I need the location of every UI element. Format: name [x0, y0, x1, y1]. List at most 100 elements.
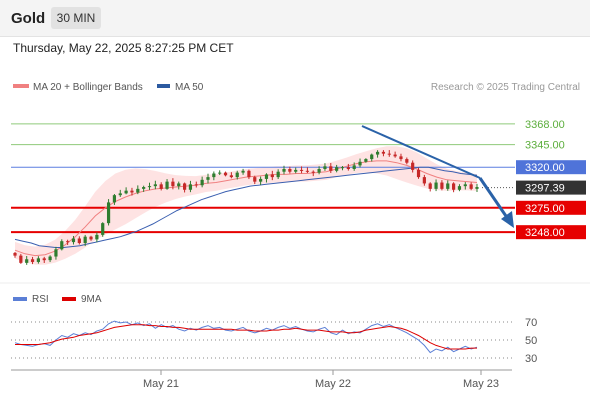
- candle-body: [288, 169, 292, 172]
- level-tag-3320-00: [516, 160, 586, 175]
- ma20-line: [14, 160, 478, 257]
- candle-body: [340, 167, 345, 169]
- candle-body: [393, 154, 397, 157]
- x-tick-label: May 21: [143, 378, 179, 390]
- candle-body: [54, 249, 58, 257]
- candle-body: [434, 182, 438, 189]
- candle-body: [30, 259, 35, 262]
- candle-body: [270, 174, 274, 178]
- candle-body: [60, 241, 64, 250]
- candle-body: [159, 184, 163, 189]
- legend-swatch-rsi: [13, 297, 27, 301]
- candle-body: [352, 165, 356, 169]
- candle-body: [153, 184, 157, 187]
- candle-body: [13, 252, 17, 256]
- last-price-tag: [516, 180, 586, 195]
- candle-body: [77, 238, 81, 243]
- x-tick-label: May 22: [315, 378, 351, 390]
- candle-body: [452, 183, 456, 190]
- candle-body: [89, 236, 93, 240]
- ma50-line: [14, 166, 478, 248]
- rsi-9ma-line: [15, 324, 477, 350]
- level-tag-3248-00: [516, 225, 586, 240]
- legend-label-ma50: MA 50: [175, 82, 204, 93]
- x-tick-label: May 23: [463, 378, 499, 390]
- rsi-tick-70: 70: [525, 317, 537, 329]
- candle-body: [294, 169, 298, 172]
- candle-body: [463, 184, 467, 187]
- candle-body: [235, 172, 239, 178]
- forecast-arrow-head: [501, 211, 514, 228]
- legend-label-rsi: RSI: [32, 294, 49, 305]
- legend-swatch-ma20: [13, 84, 29, 88]
- symbol-title: Gold: [11, 10, 46, 27]
- candle-body: [66, 241, 70, 243]
- level-label-3275-00: 3275.00: [525, 203, 565, 215]
- candle-body: [118, 193, 122, 196]
- candle-body: [171, 181, 175, 187]
- candle-body: [440, 182, 444, 189]
- datetime-label: Thursday, May 22, 2025 8:27:25 PM CET: [13, 41, 234, 55]
- legend-label-9ma: 9MA: [81, 294, 102, 305]
- candle-body: [194, 184, 198, 186]
- candle-body: [165, 181, 169, 189]
- candle-body: [106, 202, 111, 224]
- candle-body: [25, 259, 29, 263]
- candle-body: [428, 183, 432, 189]
- legend-label-ma20: MA 20 + Bollinger Bands: [33, 82, 143, 93]
- timeframe-button[interactable]: 30 MIN: [51, 7, 101, 29]
- candle-body: [177, 183, 181, 187]
- candle-body: [457, 186, 462, 190]
- candle-body: [48, 256, 52, 261]
- candle-body: [381, 151, 386, 154]
- candle-body: [247, 170, 251, 178]
- candle-body: [422, 177, 426, 184]
- candle-body: [142, 187, 146, 189]
- candle-body: [446, 183, 450, 189]
- candle-body: [305, 170, 310, 172]
- candle-body: [188, 184, 193, 190]
- rsi-tick-30: 30: [525, 353, 537, 365]
- candle-body: [253, 177, 257, 182]
- candle-body: [329, 166, 333, 171]
- candle-body: [317, 169, 321, 173]
- candle-body: [19, 255, 23, 263]
- legend-swatch-ma50: [157, 84, 170, 88]
- candle-body: [241, 170, 245, 173]
- bollinger-band: [15, 146, 477, 265]
- candle-body: [182, 183, 187, 190]
- candle-body: [399, 156, 403, 160]
- candle-body: [264, 174, 269, 179]
- level-label-3248-00: 3248.00: [525, 227, 565, 239]
- source-credit: Research © 2025 Trading Central: [431, 82, 580, 93]
- candle-body: [299, 169, 304, 171]
- rsi-tick-50: 50: [525, 335, 537, 347]
- candle-body: [370, 154, 374, 160]
- candle-body: [375, 151, 380, 155]
- candle-body: [346, 167, 350, 169]
- candle-body: [323, 166, 327, 169]
- candle-body: [124, 190, 128, 194]
- rsi-line: [14, 320, 478, 354]
- candle-body: [276, 171, 280, 178]
- level-label-3320-00: 3320.00: [525, 162, 565, 174]
- candle-body: [42, 258, 46, 261]
- candle-body: [95, 234, 99, 240]
- forecast-arrow: [478, 177, 510, 220]
- candle-body: [83, 236, 87, 243]
- candle-body: [229, 175, 233, 178]
- candle-body: [101, 223, 105, 235]
- candle-body: [200, 179, 204, 186]
- candle-body: [130, 190, 134, 193]
- trend-line: [361, 125, 481, 179]
- candle-body: [387, 153, 391, 155]
- last-price-value: 3297.39: [525, 183, 565, 195]
- candle-body: [416, 169, 421, 178]
- candle-body: [311, 171, 315, 173]
- level-label-3368-00: 3368.00: [525, 119, 565, 131]
- candle-body: [212, 173, 216, 178]
- legend-swatch-9ma: [62, 297, 76, 301]
- candle-body: [206, 177, 210, 180]
- candle-body: [335, 167, 339, 171]
